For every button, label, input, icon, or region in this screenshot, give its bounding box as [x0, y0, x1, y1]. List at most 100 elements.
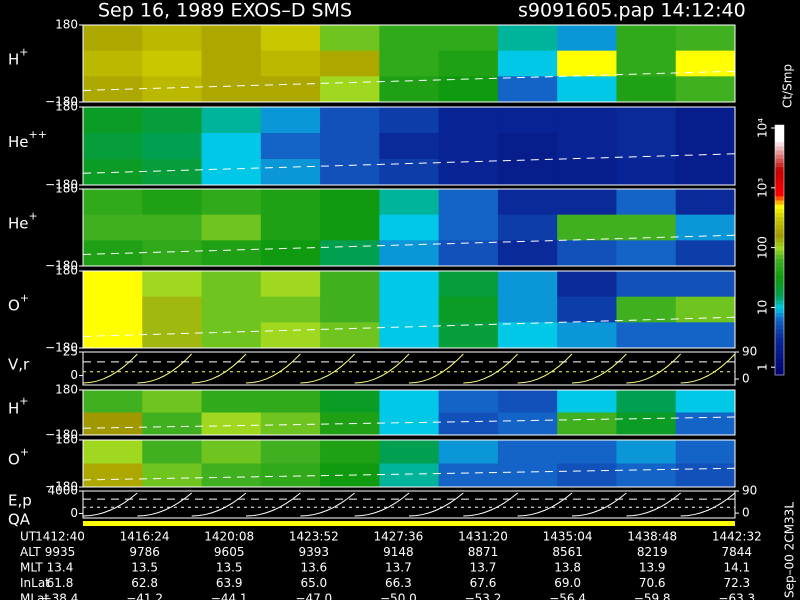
heat-cell — [675, 214, 736, 241]
y-tick-label: 180 — [55, 383, 78, 397]
heat-cell — [497, 322, 558, 349]
table-cell: 65.0 — [300, 576, 327, 590]
heat-cell — [320, 296, 380, 323]
heat-cell — [379, 463, 440, 488]
table-cell: −41.2 — [126, 592, 163, 600]
colorbar-step — [775, 216, 784, 222]
sweep-curve — [82, 353, 736, 384]
panel-frame — [82, 490, 736, 519]
heat-cell — [201, 133, 262, 160]
heat-cell — [83, 440, 143, 464]
table-cell: 69.0 — [554, 576, 581, 590]
y-tick-label: −180 — [45, 178, 78, 192]
y-tick-label: 180 — [55, 18, 78, 32]
qa-bar — [83, 521, 735, 526]
heat-cell — [142, 133, 203, 160]
colorbar-step — [775, 337, 784, 343]
heat-cell — [201, 107, 262, 134]
colorbar-step — [775, 154, 784, 159]
heat-cell — [675, 189, 736, 216]
colorbar-label: 10³ — [756, 178, 770, 198]
label-sup: + — [19, 395, 28, 408]
table-cell: 9605 — [214, 545, 245, 559]
heat-cell — [675, 463, 736, 488]
heat-cell — [557, 25, 617, 52]
heat-cell — [260, 296, 321, 323]
heat-cell — [142, 76, 203, 103]
heat-cell — [260, 76, 321, 103]
heat-cell — [675, 296, 736, 323]
heat-cell — [497, 440, 558, 464]
colorbar-label: 10⁴ — [756, 118, 770, 138]
colorbar-step — [775, 220, 784, 226]
y-tick-label: 180 — [55, 182, 78, 196]
heat-cell — [142, 214, 203, 241]
label-text: O — [8, 450, 20, 468]
heat-cell — [260, 412, 321, 436]
heat-cell — [616, 133, 677, 160]
title-left: Sep 16, 1989 EXOS–D SMS — [98, 0, 352, 22]
heat-cell — [379, 76, 440, 103]
heat-cell — [616, 240, 677, 267]
colorbar-step — [775, 250, 784, 255]
heat-cell — [320, 390, 380, 413]
colorbar-step — [775, 333, 784, 338]
heat-cell — [260, 25, 321, 52]
heat-cell — [557, 412, 617, 436]
heat-cell — [557, 133, 617, 160]
heat-cell — [675, 107, 736, 134]
panel-label: E,p — [8, 491, 32, 509]
heat-cell — [142, 390, 203, 413]
table-cell: −38.4 — [42, 592, 79, 600]
colorbar-step — [775, 370, 784, 376]
colorbar-step — [775, 145, 784, 151]
table-cell: 8871 — [468, 545, 499, 559]
colorbar-step — [775, 275, 784, 280]
heat-cell — [438, 50, 499, 77]
heat-cell — [83, 296, 143, 323]
heat-cell — [83, 50, 143, 77]
y-tick-label: −180 — [45, 259, 78, 273]
table-cell: 63.9 — [216, 576, 243, 590]
heat-cell — [438, 214, 499, 241]
table-cell: 1427:36 — [373, 530, 423, 544]
dashed-ref — [82, 467, 736, 481]
heat-cell — [438, 390, 499, 413]
table-cell: 14.1 — [723, 561, 750, 575]
colorbar-step — [775, 300, 784, 305]
colorbar-step — [775, 137, 784, 143]
heat-cell — [260, 189, 321, 216]
label-text: V,r — [8, 355, 30, 373]
heat-cell — [675, 440, 736, 464]
dashed-ref — [82, 316, 736, 337]
table-cell: 7844 — [722, 545, 753, 559]
heat-cell — [497, 296, 558, 323]
heat-cell — [83, 133, 143, 160]
heat-cell — [320, 271, 380, 298]
table-cell: 61.8 — [47, 576, 74, 590]
heat-cell — [320, 322, 380, 349]
heat-cell — [557, 214, 617, 241]
y-tick-label: 4000 — [47, 484, 78, 498]
heat-cell — [201, 322, 262, 349]
table-cell: 8561 — [552, 545, 583, 559]
heat-cell — [320, 25, 380, 52]
y-tick-label: 0 — [70, 368, 78, 382]
heat-cell — [438, 240, 499, 267]
table-cell: 13.5 — [216, 561, 243, 575]
table-cell: 67.6 — [470, 576, 497, 590]
table-cell: −56.4 — [549, 592, 586, 600]
panel-label: H+ — [8, 46, 29, 69]
row-label: InLat — [20, 576, 50, 590]
label-sup: + — [20, 292, 29, 305]
heat-cell — [497, 133, 558, 160]
colorbar-step — [775, 345, 784, 351]
table-cell: 9148 — [383, 545, 414, 559]
heat-cell — [201, 412, 262, 436]
heat-cell — [557, 240, 617, 267]
panel-frame — [82, 24, 736, 103]
heat-cell — [320, 107, 380, 134]
colorbar-frame — [774, 124, 785, 376]
heat-cell — [379, 412, 440, 436]
